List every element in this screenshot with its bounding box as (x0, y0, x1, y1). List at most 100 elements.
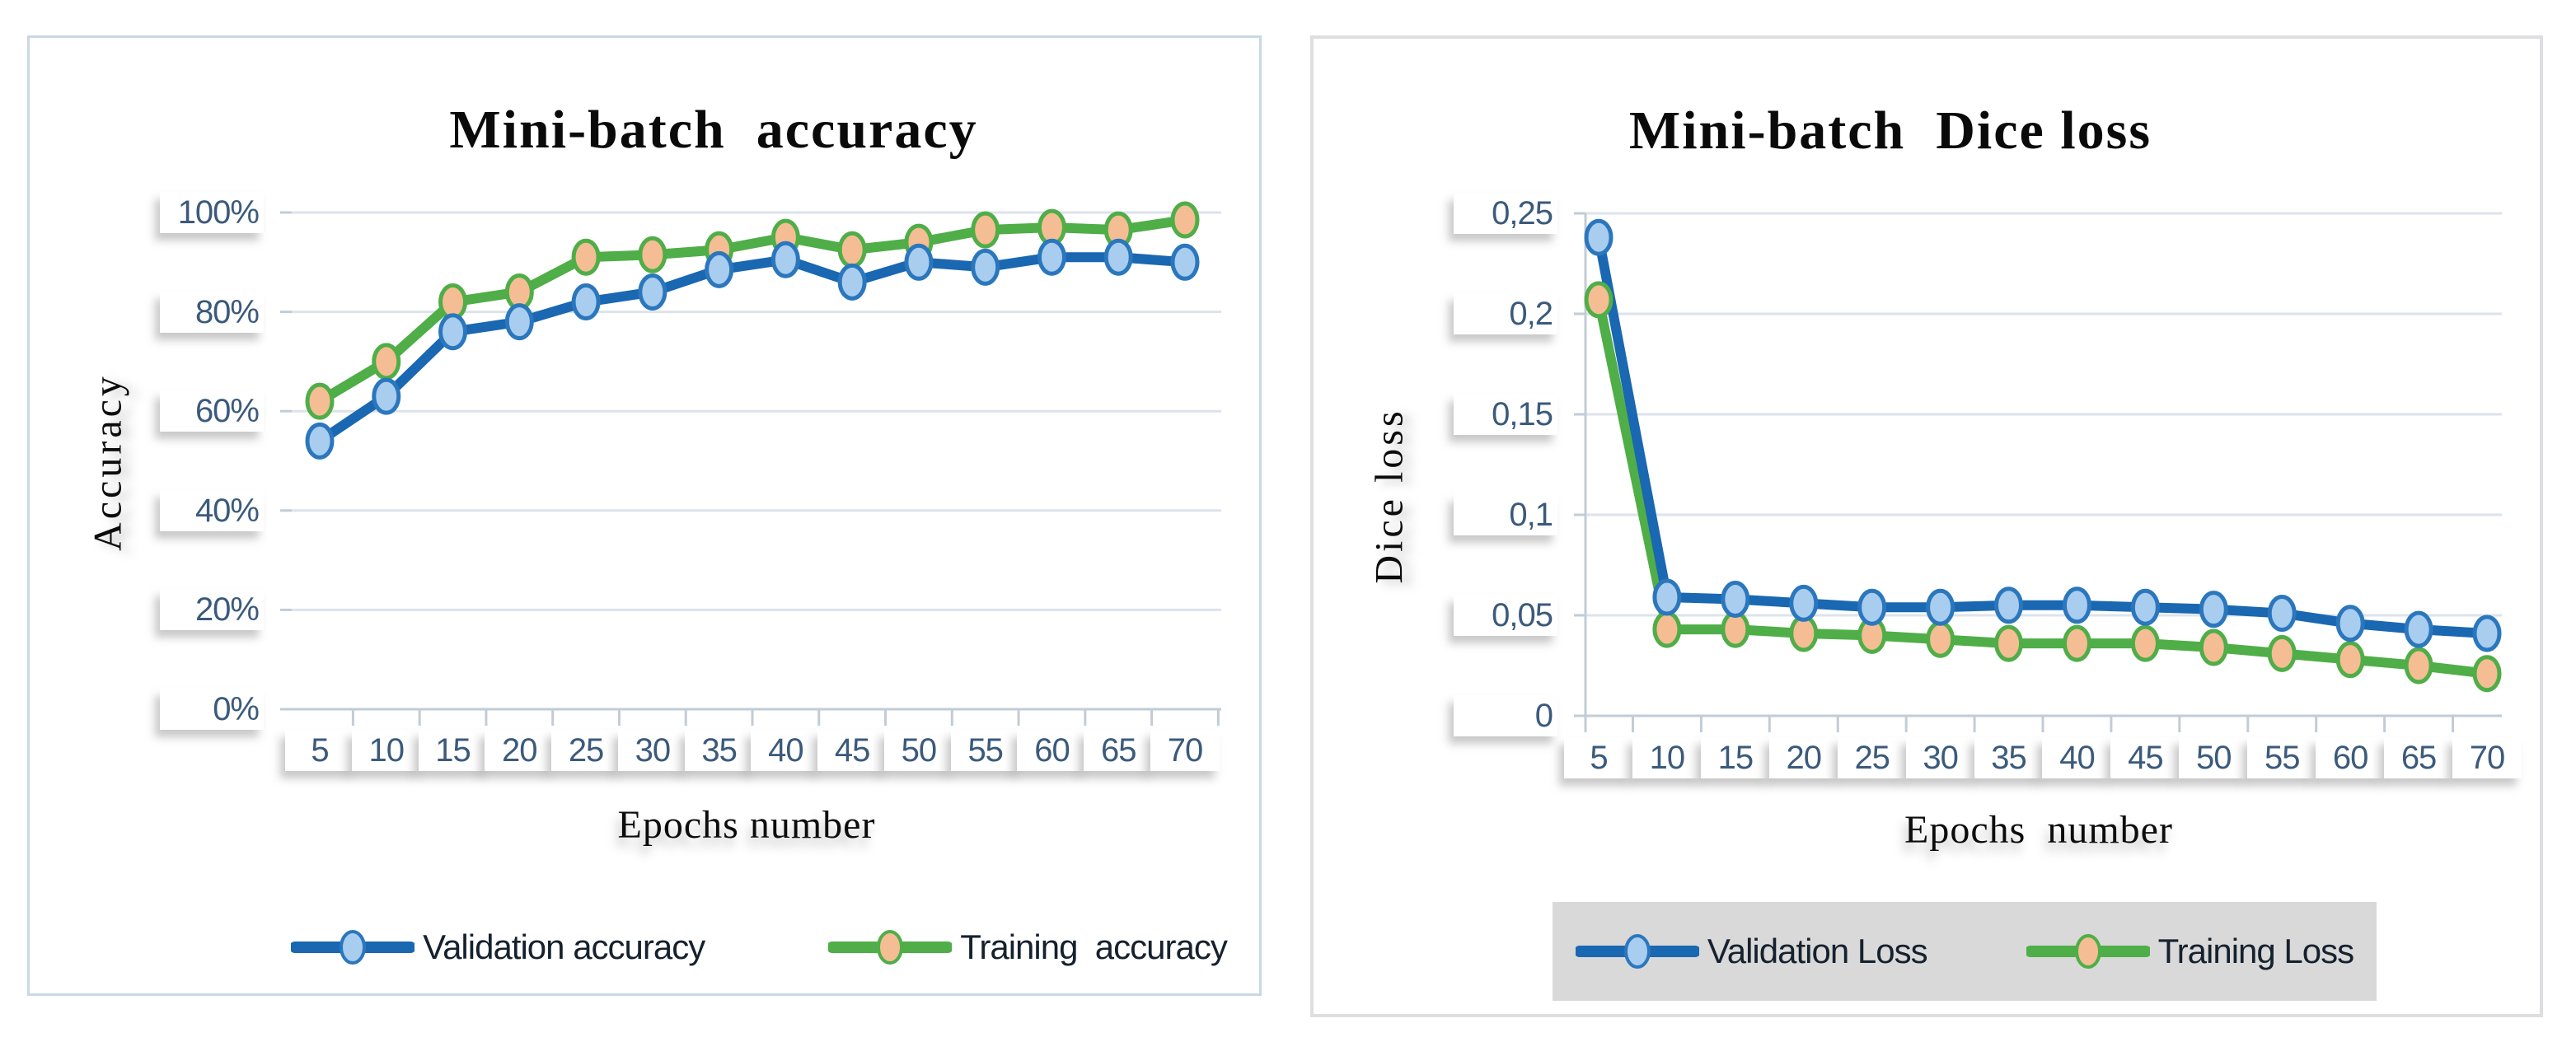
training-loss-marker (2199, 628, 2228, 666)
training-loss-marker (1721, 610, 1750, 648)
x-tick-label: 10 (1632, 737, 1702, 778)
x-tick-label: 60 (1017, 730, 1087, 771)
training-accuracy-marker (372, 343, 401, 381)
x-tick-label: 55 (2247, 737, 2317, 778)
y-tick-label: 40% (160, 489, 264, 531)
training-loss-marker (2472, 655, 2502, 693)
training-accuracy-marker (305, 382, 335, 420)
validation-accuracy-marker (1103, 238, 1133, 276)
x-tick-label: 20 (1768, 737, 1838, 778)
legend-label: Validation Loss (1707, 932, 1928, 970)
validation-loss-marker (2404, 610, 2433, 648)
x-tick-label: 50 (883, 730, 953, 771)
x-axis-title: Epochs number (1904, 808, 2173, 852)
x-tick-label: 65 (1084, 730, 1154, 771)
validation-loss-marker (1994, 586, 2024, 624)
legend-item-training-accuracy: Training accuracy (828, 923, 1228, 972)
x-tick-label: 70 (2452, 737, 2522, 778)
training-accuracy-marker (571, 238, 601, 276)
x-tick-label: 5 (1564, 737, 1633, 778)
plot-area (280, 201, 1221, 726)
x-tick-label: 5 (285, 730, 354, 771)
validation-accuracy-marker (1037, 238, 1066, 276)
validation-loss-marker (1857, 588, 1887, 626)
legend-swatch-line-marker (291, 930, 415, 965)
y-tick-label: 100% (160, 192, 264, 233)
legend-item-training-loss: Training Loss (2026, 927, 2354, 976)
y-tick-label: 0,25 (1454, 193, 1557, 234)
x-axis-title: Epochs number (617, 803, 876, 847)
y-tick-label: 0,2 (1454, 293, 1557, 334)
validation-accuracy-marker (1170, 243, 1200, 281)
training-loss-marker (2335, 641, 2365, 679)
validation-loss-marker (2130, 588, 2160, 626)
validation-accuracy-marker (904, 243, 934, 281)
y-tick-label: 0,1 (1454, 494, 1557, 535)
x-tick-label: 40 (751, 730, 821, 771)
y-axis-title: Dice loss (1367, 408, 1412, 584)
training-loss-marker (1926, 620, 1955, 658)
dice-loss-chart-panel: Mini-batch Dice loss Dice loss Epochs nu… (1310, 35, 2543, 1017)
legend-item-validation-accuracy: Validation accuracy (291, 923, 705, 972)
legend-label: Training accuracy (960, 928, 1228, 966)
training-loss-marker (1994, 624, 2024, 662)
validation-loss-marker (1721, 580, 1750, 618)
y-axis-title: Accuracy (86, 373, 130, 551)
x-tick-label: 60 (2316, 737, 2386, 778)
legend-swatch-line-marker (1575, 934, 1699, 969)
validation-loss-marker (2472, 614, 2502, 652)
validation-loss-marker (2199, 591, 2228, 628)
validation-accuracy-marker (504, 303, 534, 341)
validation-accuracy-marker (971, 248, 1000, 286)
y-tick-label: 20% (160, 589, 264, 631)
x-tick-label: 20 (485, 730, 555, 771)
x-tick-label: 65 (2384, 737, 2454, 778)
accuracy-chart-panel: Mini-batch accuracy Accuracy Epochs numb… (27, 35, 1262, 996)
validation-loss-line (1594, 232, 2492, 638)
x-tick-label: 15 (1700, 737, 1770, 778)
legend-label: Training Loss (2157, 932, 2355, 970)
legend-swatch-line-marker (2026, 934, 2150, 969)
x-tick-label: 45 (817, 730, 888, 771)
x-tick-label: 50 (2179, 737, 2249, 778)
validation-loss-marker (2335, 605, 2365, 642)
training-loss-marker (2062, 624, 2091, 662)
validation-accuracy-marker (837, 263, 867, 301)
x-tick-label: 10 (351, 730, 421, 771)
validation-loss-marker (1789, 584, 1819, 622)
validation-accuracy-marker (438, 313, 468, 351)
training-accuracy-marker (837, 231, 867, 269)
training-loss-marker (1652, 610, 1682, 648)
validation-loss-marker (1926, 588, 1955, 626)
validation-accuracy-marker (770, 241, 800, 278)
legend-marker (877, 930, 904, 965)
x-tick-label: 35 (684, 730, 754, 771)
legend: Validation accuracy Training accuracy (291, 921, 1228, 974)
training-loss-marker (2267, 634, 2297, 672)
x-tick-label: 25 (1837, 737, 1907, 778)
x-tick-label: 30 (617, 730, 687, 771)
y-tick-label: 0,05 (1454, 595, 1557, 636)
x-tick-label: 55 (950, 730, 1020, 771)
x-tick-label: 70 (1150, 730, 1220, 771)
training-loss-marker (2130, 624, 2160, 662)
x-tick-label: 30 (1905, 737, 1975, 778)
legend-swatch-line-marker (828, 930, 953, 965)
x-tick-label: 25 (551, 730, 621, 771)
x-tick-label: 45 (2110, 737, 2180, 778)
validation-accuracy-marker (372, 377, 401, 415)
validation-loss-marker (2267, 595, 2297, 633)
plot-area (1574, 212, 2502, 732)
training-loss-marker (1584, 281, 1614, 319)
legend-marker (340, 930, 367, 965)
training-loss-marker (2404, 647, 2433, 685)
x-tick-label: 35 (1974, 737, 2044, 778)
y-tick-label: 0 (1454, 695, 1557, 736)
legend-item-validation-loss: Validation Loss (1575, 927, 1928, 976)
legend-marker (2074, 934, 2101, 969)
validation-loss-marker (1584, 218, 1614, 256)
legend-marker (1623, 934, 1651, 969)
chart-title: Mini-batch Dice loss (1628, 100, 2152, 161)
y-tick-label: 60% (160, 390, 264, 432)
